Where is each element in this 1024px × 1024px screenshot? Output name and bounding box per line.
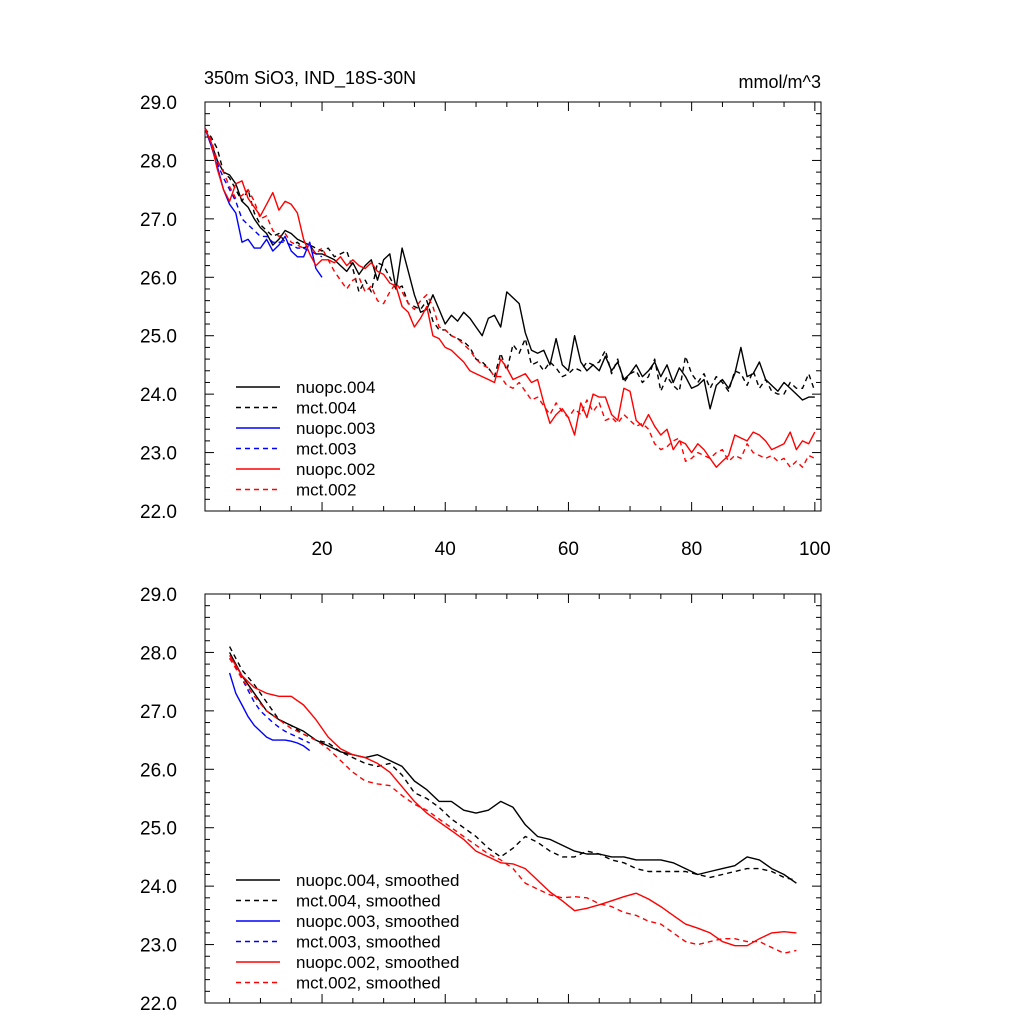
y-tick-label: 25.0 bbox=[140, 327, 177, 348]
legend-label: mct.002 bbox=[296, 481, 356, 500]
legend-label: nuopc.002, smoothed bbox=[296, 953, 460, 972]
bottom-panel: 22.0 23.0 24.0 25.0 26.0 27.0 28.0 29.0 nuopc.00… bbox=[140, 585, 822, 1015]
y-tick-label: 28.0 bbox=[140, 643, 177, 664]
legend-label: mct.003, smoothed bbox=[296, 933, 441, 952]
y-tick-label: 22.0 bbox=[140, 994, 177, 1015]
chart-title: 350m SiO3, IND_18S-30N bbox=[204, 68, 416, 89]
x-tick-label: 60 bbox=[558, 539, 579, 560]
y-tick-label: 29.0 bbox=[140, 585, 177, 606]
series-line-mct-002 bbox=[204, 127, 816, 468]
series-line-nuopc-003 bbox=[204, 128, 323, 278]
series-line-mct-004 bbox=[204, 127, 816, 395]
units-label: mmol/m^3 bbox=[739, 72, 821, 92]
x-tick-label: 40 bbox=[435, 539, 456, 560]
top-panel: 350m SiO3, IND_18S-30N mmol/m^3 22.0 23.0… bbox=[140, 68, 831, 560]
x-tick-label: 100 bbox=[799, 539, 831, 560]
y-tick-label: 25.0 bbox=[140, 819, 177, 840]
series-line-mct-003 bbox=[204, 128, 323, 258]
legend-label: mct.002, smoothed bbox=[296, 974, 441, 993]
series-line-mct-002-smoothed bbox=[229, 657, 797, 954]
plot-frame bbox=[204, 593, 822, 1004]
y-tick-label: 22.0 bbox=[140, 502, 177, 523]
legend-label: nuopc.003 bbox=[296, 419, 375, 438]
legend-label: nuopc.002 bbox=[296, 460, 375, 479]
y-tick-label: 23.0 bbox=[140, 444, 177, 465]
series-line-nuopc-003-smoothed bbox=[228, 672, 311, 752]
x-tick-label: 20 bbox=[311, 539, 332, 560]
legend-label: mct.004, smoothed bbox=[296, 892, 441, 911]
y-tick-label: 23.0 bbox=[140, 936, 177, 957]
legend-label: mct.004 bbox=[296, 399, 356, 418]
legend-label: mct.003 bbox=[296, 440, 356, 459]
y-tick-label: 26.0 bbox=[140, 268, 177, 289]
legend-label: nuopc.004, smoothed bbox=[296, 871, 460, 890]
y-tick-label: 24.0 bbox=[140, 385, 177, 406]
y-tick-label: 28.0 bbox=[140, 151, 177, 172]
legend-label: nuopc.003, smoothed bbox=[296, 912, 460, 931]
series-line-mct-003-smoothed bbox=[229, 657, 311, 744]
series-line-mct-004-smoothed bbox=[228, 646, 797, 881]
y-tick-label: 29.0 bbox=[140, 93, 177, 114]
plot-frame bbox=[204, 101, 822, 512]
series-line-nuopc-004 bbox=[204, 128, 815, 410]
legend-label: nuopc.004 bbox=[296, 378, 375, 397]
y-tick-label: 26.0 bbox=[140, 760, 177, 781]
x-tick-label: 80 bbox=[681, 539, 702, 560]
y-tick-label: 24.0 bbox=[140, 877, 177, 898]
y-tick-label: 27.0 bbox=[140, 702, 177, 723]
series-line-nuopc-004-smoothed bbox=[228, 652, 797, 884]
y-tick-label: 27.0 bbox=[140, 210, 177, 231]
series-line-nuopc-002-smoothed bbox=[229, 655, 797, 947]
